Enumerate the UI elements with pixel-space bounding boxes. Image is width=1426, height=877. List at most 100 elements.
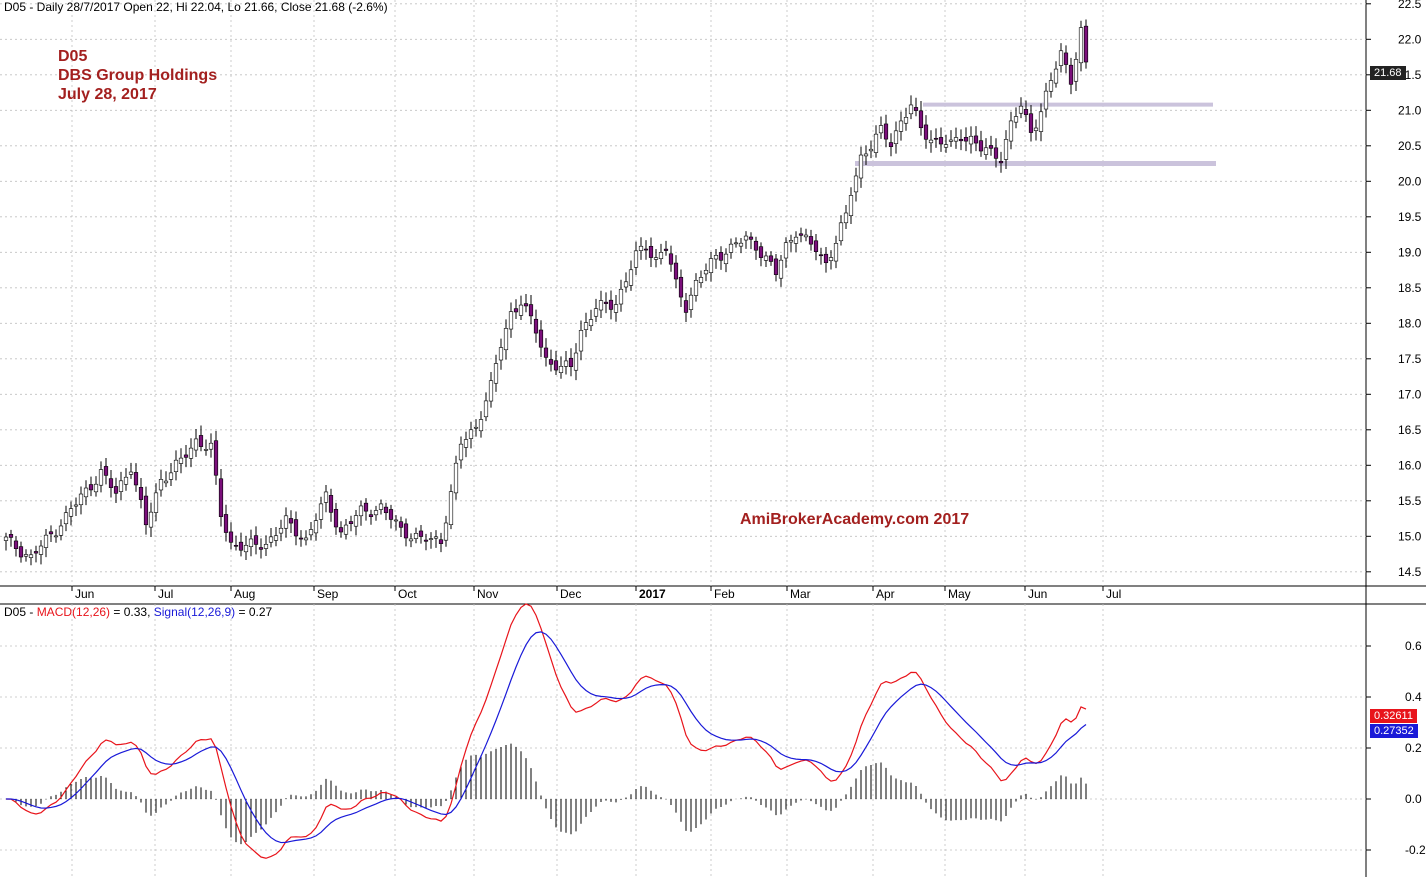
candle-body xyxy=(18,546,24,558)
macd-y-tick-label: 0.0 xyxy=(1405,792,1422,806)
candle-body xyxy=(1003,139,1009,160)
macd-y-tick-label: 0.4 xyxy=(1405,690,1422,704)
candle-body xyxy=(213,440,219,476)
price-y-tick-label: 17.5 xyxy=(1398,352,1422,366)
candle-body xyxy=(493,363,499,384)
candle-body xyxy=(1023,109,1029,115)
candle-body xyxy=(363,502,369,512)
price-y-tick-label: 16.5 xyxy=(1398,423,1422,437)
candle-body xyxy=(748,236,754,240)
signal-legend-value: = 0.27 xyxy=(235,605,273,619)
candle-body xyxy=(948,139,954,142)
candle-body xyxy=(63,512,69,525)
candle-body xyxy=(883,123,889,140)
candle-body xyxy=(393,519,399,522)
candle-body xyxy=(773,258,779,275)
candle-body xyxy=(723,253,729,265)
candle-body xyxy=(768,255,774,262)
candle-body xyxy=(1018,105,1024,114)
candle-body xyxy=(93,483,99,493)
candle-body xyxy=(253,535,259,545)
candle-body xyxy=(1033,127,1039,131)
candle-body xyxy=(1083,25,1089,63)
macd-line xyxy=(5,603,1087,859)
candle-body xyxy=(903,117,909,124)
candle-body xyxy=(458,443,464,461)
candle-body xyxy=(658,252,664,260)
price-y-tick-label: 18.5 xyxy=(1398,281,1422,295)
candle-body xyxy=(763,255,769,261)
candle-body xyxy=(538,329,544,348)
candle-body xyxy=(358,505,364,517)
candle-body xyxy=(863,153,869,157)
macd-legend-label: MACD(12,26) xyxy=(36,605,111,619)
x-tick-label: Jul xyxy=(1106,587,1121,601)
candle-body xyxy=(483,400,489,418)
x-tick-label: Dec xyxy=(560,587,581,601)
candle-body xyxy=(928,139,934,144)
candle-body xyxy=(593,308,599,317)
candle-body xyxy=(848,195,854,216)
candle-body xyxy=(823,253,829,264)
x-tick-label: May xyxy=(948,587,971,601)
candle-body xyxy=(843,212,849,224)
candle-body xyxy=(553,360,559,371)
candle-body xyxy=(558,365,564,373)
candle-body xyxy=(808,236,814,245)
price-y-tick-label: 20.5 xyxy=(1398,139,1422,153)
candle-body xyxy=(163,480,169,484)
annotation-company: DBS Group Holdings xyxy=(58,67,218,84)
macd-symbol-prefix: D05 - xyxy=(4,605,37,619)
candle-body xyxy=(158,479,164,491)
candle-body xyxy=(943,144,949,148)
price-y-tick-label: 17.0 xyxy=(1398,387,1422,401)
candle-body xyxy=(783,242,789,259)
candle-body xyxy=(868,148,874,152)
candle-body xyxy=(173,459,179,473)
candle-body xyxy=(893,130,899,145)
candle-body xyxy=(618,288,624,305)
price-y-tick-label: 22.0 xyxy=(1398,32,1422,46)
candle-body xyxy=(103,466,109,476)
candle-body xyxy=(53,535,59,538)
candle-body xyxy=(578,330,584,352)
x-tick-label: Feb xyxy=(714,587,735,601)
candle-body xyxy=(348,521,354,525)
candle-body xyxy=(423,539,429,542)
candle-body xyxy=(1073,59,1079,82)
macd-y-tick-label: 0.2 xyxy=(1405,741,1422,755)
candle-body xyxy=(323,491,329,503)
candle-body xyxy=(803,234,809,238)
candle-body xyxy=(418,530,424,537)
x-tick-label: Nov xyxy=(477,587,498,601)
candle-body xyxy=(678,276,684,298)
candle-body xyxy=(123,476,129,485)
candle-body xyxy=(753,240,759,251)
candle-body xyxy=(873,133,879,153)
candle-body xyxy=(368,514,374,517)
candle-body xyxy=(118,480,124,492)
candle-body xyxy=(228,531,234,543)
candle-body xyxy=(878,125,884,134)
candle-body xyxy=(988,145,994,149)
candle-body xyxy=(208,442,214,450)
candle-body xyxy=(853,175,859,193)
candle-body xyxy=(613,304,619,313)
candle-body xyxy=(543,347,549,358)
candle-body xyxy=(743,235,749,241)
candle-body xyxy=(453,462,459,494)
candle-body xyxy=(1013,116,1019,123)
candle-body xyxy=(533,318,539,334)
candle-body xyxy=(338,527,344,533)
price-panel-header: D05 - Daily 28/7/2017 Open 22, Hi 22.04,… xyxy=(4,0,388,14)
candle-body xyxy=(648,245,654,258)
candle-body xyxy=(243,544,249,553)
candle-body xyxy=(513,308,519,313)
candle-body xyxy=(293,519,299,537)
candle-body xyxy=(588,319,594,327)
candle-body xyxy=(858,154,864,179)
candle-body xyxy=(798,233,804,236)
candle-body xyxy=(308,529,314,536)
macd-y-tick-label: -0.2 xyxy=(1405,843,1426,857)
candle-body xyxy=(603,301,609,304)
